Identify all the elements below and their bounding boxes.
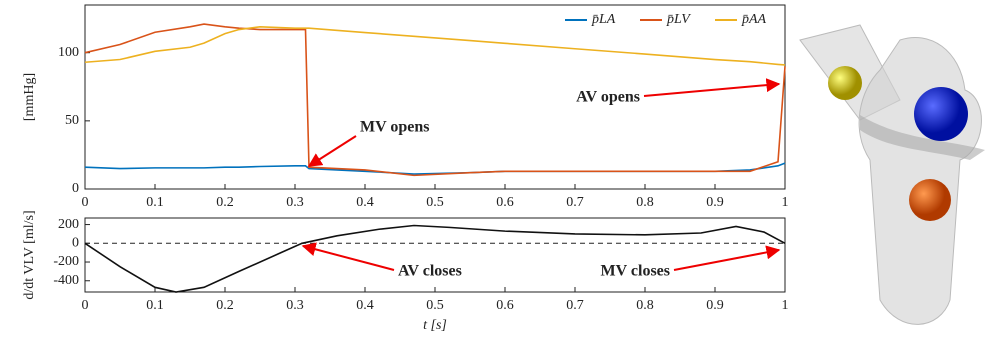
y-tick-label: 0 xyxy=(72,236,79,251)
x-tick-label: 0.5 xyxy=(426,298,444,313)
plot-frame xyxy=(84,4,786,190)
y-axis-label: [mmHg] xyxy=(22,73,37,121)
annotation-arrow xyxy=(307,135,357,167)
x-tick-label: 0 xyxy=(82,298,89,313)
y-tick-label: 100 xyxy=(58,45,79,60)
x-tick-label: 0.5 xyxy=(426,195,444,210)
x-tick-label: 0.1 xyxy=(146,298,164,313)
series-line xyxy=(84,26,786,66)
x-tick-label: 0.2 xyxy=(216,195,234,210)
y-tick-label: -400 xyxy=(53,273,79,288)
series-line xyxy=(84,23,786,177)
annotation-arrow xyxy=(301,242,395,271)
annotation: MV closes xyxy=(601,263,670,280)
annotation: MV opens xyxy=(360,119,430,136)
legend-label: p̄LV xyxy=(666,12,691,27)
heart-model xyxy=(799,24,985,325)
x-tick-label: 0.7 xyxy=(566,195,584,210)
y-tick-label: 0 xyxy=(72,181,79,196)
x-tick-label: 0 xyxy=(82,195,89,210)
x-tick-label: 0.1 xyxy=(146,195,164,210)
x-tick-label: 0.9 xyxy=(706,195,724,210)
x-axis-label: t [s] xyxy=(423,318,447,333)
x-tick-label: 0.3 xyxy=(286,298,304,313)
x-tick-label: 0.6 xyxy=(496,195,514,210)
annotation-arrow xyxy=(673,245,781,271)
annotation: AV opens xyxy=(576,89,640,106)
x-tick-label: 0.9 xyxy=(706,298,724,313)
annotation: AV closes xyxy=(398,263,462,280)
x-tick-label: 0.8 xyxy=(636,195,654,210)
series-line xyxy=(84,162,786,175)
x-tick-label: 0.3 xyxy=(286,195,304,210)
legend-label: p̄AA xyxy=(741,12,767,27)
x-tick-label: 1 xyxy=(782,298,789,313)
annotation-arrow xyxy=(643,78,781,97)
y-tick-label: 200 xyxy=(58,217,79,232)
x-tick-label: 0.4 xyxy=(356,298,374,313)
y-tick-label: 50 xyxy=(65,113,79,128)
x-tick-label: 0.4 xyxy=(356,195,374,210)
y-axis-label: d/dt VLV [ml/s] xyxy=(22,210,37,299)
plot-frame xyxy=(84,217,786,293)
x-tick-label: 0.6 xyxy=(496,298,514,313)
x-tick-label: 0.8 xyxy=(636,298,654,313)
legend-label: p̄LA xyxy=(591,12,616,27)
y-tick-label: -200 xyxy=(53,254,79,269)
x-tick-label: 1 xyxy=(782,195,789,210)
x-tick-label: 0.2 xyxy=(216,298,234,313)
series-line xyxy=(84,224,786,293)
x-tick-label: 0.7 xyxy=(566,298,584,313)
